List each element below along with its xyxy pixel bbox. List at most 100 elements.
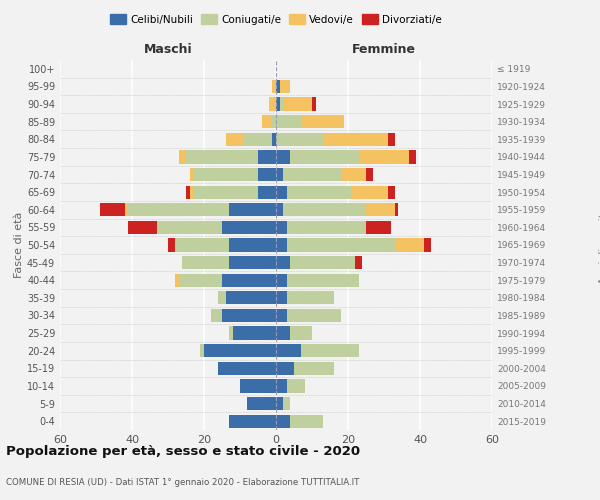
- Bar: [290, 150, 359, 164]
- Bar: [218, 291, 226, 304]
- Bar: [290, 256, 355, 269]
- Bar: [229, 414, 276, 428]
- Bar: [287, 291, 334, 304]
- Bar: [276, 203, 283, 216]
- Bar: [359, 150, 409, 164]
- Bar: [186, 150, 258, 164]
- Bar: [388, 132, 395, 146]
- Bar: [233, 326, 276, 340]
- Bar: [366, 203, 395, 216]
- Bar: [366, 168, 373, 181]
- Bar: [175, 238, 229, 252]
- Bar: [276, 221, 287, 234]
- Bar: [100, 203, 125, 216]
- Bar: [211, 309, 222, 322]
- Bar: [280, 80, 290, 93]
- Bar: [395, 203, 398, 216]
- Bar: [128, 221, 157, 234]
- Bar: [290, 326, 312, 340]
- Bar: [272, 80, 276, 93]
- Bar: [301, 344, 359, 358]
- Bar: [258, 168, 276, 181]
- Bar: [193, 186, 258, 198]
- Bar: [229, 256, 276, 269]
- Y-axis label: Anni di nascita: Anni di nascita: [599, 206, 600, 284]
- Text: Femmine: Femmine: [352, 44, 416, 57]
- Bar: [226, 132, 244, 146]
- Bar: [272, 132, 276, 146]
- Text: COMUNE DI RESIA (UD) - Dati ISTAT 1° gennaio 2020 - Elaborazione TUTTITALIA.IT: COMUNE DI RESIA (UD) - Dati ISTAT 1° gen…: [6, 478, 359, 487]
- Bar: [276, 238, 287, 252]
- Bar: [179, 274, 222, 287]
- Bar: [276, 80, 280, 93]
- Bar: [190, 186, 193, 198]
- Bar: [352, 186, 388, 198]
- Bar: [276, 309, 287, 322]
- Bar: [276, 326, 290, 340]
- Bar: [226, 291, 276, 304]
- Bar: [294, 362, 334, 375]
- Bar: [395, 238, 424, 252]
- Bar: [258, 150, 276, 164]
- Bar: [388, 186, 395, 198]
- Bar: [240, 380, 276, 392]
- Bar: [283, 168, 341, 181]
- Bar: [276, 397, 283, 410]
- Bar: [262, 115, 272, 128]
- Bar: [229, 326, 233, 340]
- Bar: [366, 221, 391, 234]
- Bar: [222, 221, 276, 234]
- Bar: [276, 132, 323, 146]
- Bar: [244, 132, 272, 146]
- Bar: [355, 256, 362, 269]
- Bar: [222, 274, 276, 287]
- Bar: [269, 98, 276, 110]
- Bar: [301, 115, 344, 128]
- Bar: [276, 380, 287, 392]
- Bar: [287, 186, 352, 198]
- Text: Popolazione per età, sesso e stato civile - 2020: Popolazione per età, sesso e stato civil…: [6, 445, 360, 458]
- Bar: [190, 168, 193, 181]
- Bar: [276, 414, 290, 428]
- Bar: [218, 362, 276, 375]
- Bar: [175, 274, 179, 287]
- Bar: [193, 168, 258, 181]
- Bar: [276, 98, 280, 110]
- Legend: Celibi/Nubili, Coniugati/e, Vedovi/e, Divorziati/e: Celibi/Nubili, Coniugati/e, Vedovi/e, Di…: [106, 10, 446, 29]
- Bar: [287, 380, 305, 392]
- Bar: [276, 274, 287, 287]
- Text: Maschi: Maschi: [143, 44, 193, 57]
- Bar: [341, 168, 366, 181]
- Bar: [287, 274, 359, 287]
- Bar: [179, 150, 186, 164]
- Bar: [276, 186, 287, 198]
- Bar: [409, 150, 416, 164]
- Bar: [157, 221, 222, 234]
- Bar: [287, 309, 341, 322]
- Bar: [258, 186, 276, 198]
- Bar: [247, 397, 276, 410]
- Bar: [186, 186, 190, 198]
- Bar: [276, 291, 287, 304]
- Bar: [204, 344, 276, 358]
- Bar: [323, 132, 388, 146]
- Bar: [287, 221, 366, 234]
- Bar: [229, 238, 276, 252]
- Bar: [283, 203, 366, 216]
- Bar: [229, 203, 276, 216]
- Bar: [222, 309, 276, 322]
- Bar: [276, 168, 283, 181]
- Bar: [125, 203, 128, 216]
- Bar: [276, 362, 294, 375]
- Bar: [272, 115, 276, 128]
- Bar: [276, 150, 290, 164]
- Bar: [290, 414, 323, 428]
- Bar: [287, 238, 395, 252]
- Bar: [276, 344, 301, 358]
- Bar: [424, 238, 431, 252]
- Bar: [283, 397, 290, 410]
- Bar: [182, 256, 229, 269]
- Bar: [168, 238, 175, 252]
- Bar: [283, 98, 312, 110]
- Bar: [280, 98, 283, 110]
